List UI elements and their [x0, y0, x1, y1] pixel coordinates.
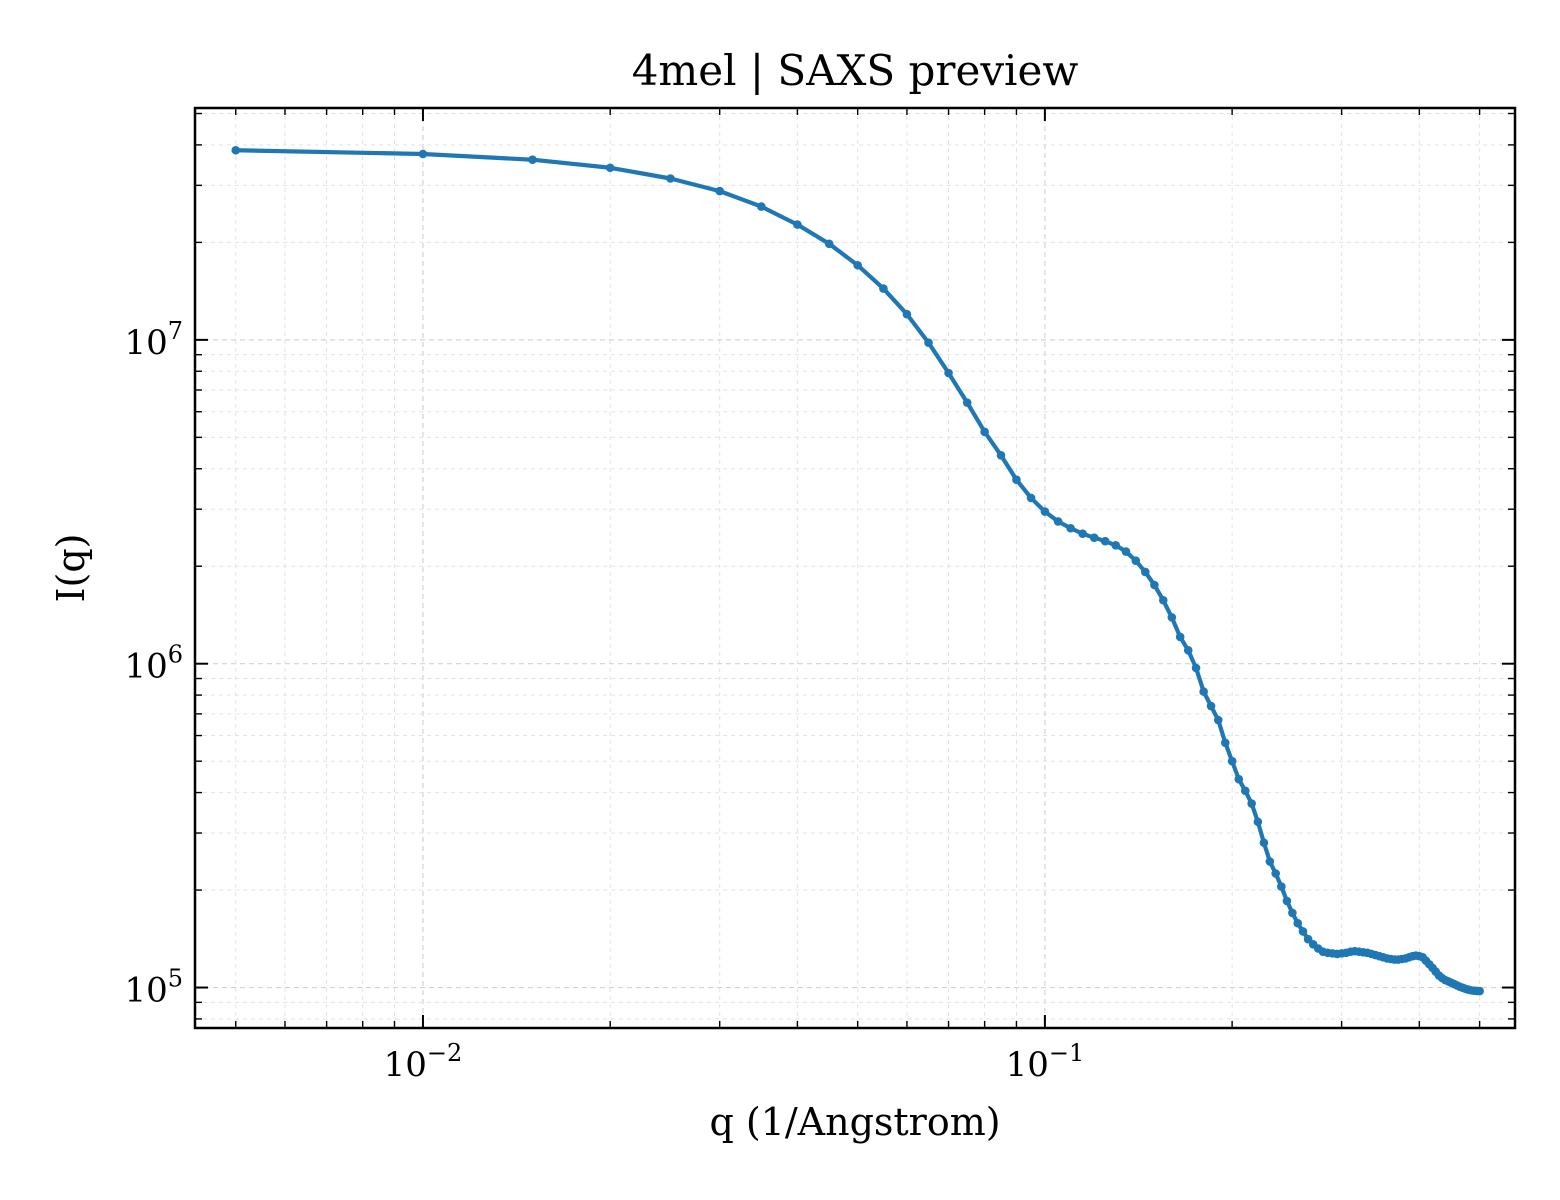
- x-tick-label: 10−2: [384, 1039, 463, 1085]
- data-point: [1282, 896, 1292, 906]
- data-point: [605, 163, 615, 173]
- data-point: [1078, 529, 1087, 539]
- data-point: [1150, 580, 1159, 590]
- data-point: [879, 284, 888, 293]
- data-point: [1220, 738, 1230, 748]
- data-point: [1111, 541, 1121, 550]
- data-point: [1100, 536, 1110, 546]
- data-point: [1240, 786, 1250, 796]
- data-point: [757, 202, 766, 211]
- y-tick-label: 106: [124, 641, 183, 687]
- x-tick-label: 10−1: [1006, 1039, 1085, 1085]
- data-point: [853, 260, 862, 270]
- plot-data: [231, 145, 1484, 996]
- data-point: [1199, 687, 1208, 696]
- data-point: [1183, 646, 1193, 655]
- data-point: [996, 451, 1006, 460]
- data-point: [528, 155, 537, 165]
- data-point: [1234, 774, 1244, 784]
- data-point: [1175, 632, 1185, 642]
- data-point: [1277, 882, 1286, 891]
- plot-area-frame: [193, 106, 1517, 1030]
- data-point: [1247, 799, 1256, 808]
- data-point: [1167, 613, 1177, 622]
- y-tick-label: 105: [124, 965, 183, 1011]
- data-point: [902, 309, 912, 319]
- y-tick-label: 107: [124, 317, 183, 363]
- data-point: [1265, 857, 1275, 866]
- data-point: [1026, 493, 1036, 503]
- axis-ticks: [195, 108, 1515, 1028]
- data-point: [1121, 547, 1131, 556]
- data-point: [1053, 517, 1063, 526]
- tick-labels: 10−2 10−1 105 106 107: [124, 317, 1084, 1085]
- chart-title: 4mel | SAXS preview: [632, 46, 1079, 95]
- data-point: [793, 220, 802, 229]
- data-point: [1288, 908, 1297, 918]
- data-point: [715, 186, 724, 196]
- data-point: [1040, 507, 1050, 516]
- data-point: [1213, 715, 1223, 725]
- grid-lines: [195, 108, 1515, 1028]
- data-point: [1475, 986, 1484, 996]
- data-point: [1191, 663, 1201, 673]
- data-point: [1293, 918, 1303, 928]
- data-point: [666, 174, 675, 183]
- data-point: [231, 145, 241, 155]
- data-point: [1253, 817, 1263, 827]
- data-point: [924, 338, 933, 348]
- data-point: [1271, 869, 1280, 878]
- data-point: [1089, 533, 1099, 542]
- y-axis-label: I(q): [49, 534, 93, 603]
- data-point: [1158, 595, 1168, 605]
- x-axis-label: q (1/Angstrom): [709, 1100, 1000, 1144]
- data-point: [980, 427, 989, 437]
- data-point: [824, 239, 834, 249]
- data-point: [1259, 838, 1269, 848]
- data-point: [1131, 556, 1141, 565]
- data-point: [962, 398, 972, 407]
- data-point: [1140, 567, 1150, 577]
- data-point: [944, 368, 953, 378]
- data-point: [1066, 523, 1075, 533]
- data-point: [1227, 756, 1237, 766]
- data-point: [1206, 701, 1216, 711]
- data-point: [1298, 927, 1308, 936]
- data-point: [418, 149, 428, 159]
- data-point: [1012, 475, 1021, 485]
